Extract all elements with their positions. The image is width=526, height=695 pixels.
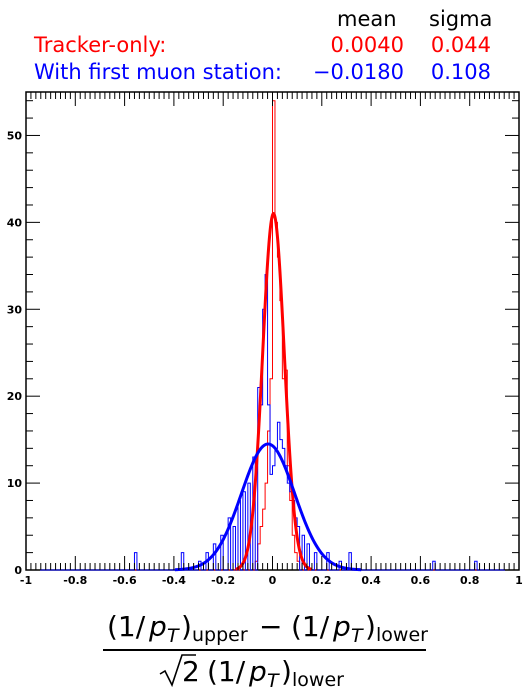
x-tick-label: 0.6	[411, 574, 431, 587]
x-tick-label: 1	[515, 574, 523, 587]
x-label-den-p: p	[249, 655, 267, 688]
x-label-num2-close: )	[365, 610, 376, 643]
x-label-num2-p: p	[333, 610, 351, 643]
histogram-muon-station	[26, 274, 519, 571]
x-label-lower-num: lower	[376, 624, 428, 646]
x-label-lower-den: lower	[292, 669, 344, 691]
x-label-minus: −	[259, 610, 283, 643]
sqrt-sign	[159, 654, 196, 688]
x-tick-label: -1	[20, 574, 32, 587]
x-label-den-open: (1/	[207, 655, 246, 688]
legend-tracker-sigma: 0.044	[430, 33, 491, 57]
x-label-den-2: 2	[182, 655, 200, 688]
legend-tracker-mean: 0.0040	[330, 33, 404, 57]
x-label-num2-open: (1/	[291, 610, 330, 643]
legend-header-sigma: sigma	[429, 7, 493, 31]
histogram-layer	[26, 100, 519, 571]
legend-muon-sigma: 0.108	[430, 60, 491, 84]
y-tick-label: 50	[7, 129, 23, 142]
y-tick-label: 20	[7, 390, 23, 403]
fit-curve-tracker-only	[235, 211, 312, 571]
x-tick-label: 0.2	[312, 574, 332, 587]
x-tick-label: 0.8	[460, 574, 480, 587]
x-label-num-T: T	[167, 625, 179, 647]
x-label-num-open: (1/	[107, 610, 146, 643]
x-tick-label: 0.4	[361, 574, 381, 587]
fraction-bar	[103, 649, 426, 651]
x-axis-label: (1/ p T ) upper − (1/ p T ) lower 2 (1/ …	[0, 600, 526, 695]
fit-curve-muon-station	[174, 442, 362, 572]
x-label-upper: upper	[192, 624, 248, 646]
legend-tracker-label: Tracker-only:	[34, 33, 167, 57]
y-tick-label: 40	[7, 216, 23, 229]
x-label-num2-T: T	[351, 625, 363, 647]
fit-layer	[174, 211, 362, 572]
fit-legend: mean sigma Tracker-only: 0.0040 0.044 Wi…	[0, 0, 526, 92]
x-tick-label: 0	[269, 574, 277, 587]
legend-muon-label: With first muon station:	[34, 60, 283, 84]
x-tick-label: -0.8	[63, 574, 87, 587]
histogram-chart: -1 -0.8 -0.6 -0.4 -0.2 0 0.2 0.4 0.6 0.8 101020304…	[7, 91, 523, 587]
legend-muon-mean: −0.0180	[312, 60, 404, 84]
x-label-num-p: p	[149, 610, 167, 643]
y-tick-label: 0	[14, 564, 22, 577]
x-label-den-close: )	[281, 655, 292, 688]
y-tick-label: 30	[7, 303, 23, 316]
axis-layer: -1 -0.8 -0.6 -0.4 -0.2 0 0.2 0.4 0.6 0.8 101020304…	[7, 92, 523, 587]
x-label-num-close: )	[181, 610, 192, 643]
x-tick-label: -0.2	[211, 574, 235, 587]
histogram-tracker-only	[26, 100, 519, 571]
x-tick-label: -0.4	[162, 574, 186, 587]
x-tick-label: -0.6	[113, 574, 137, 587]
x-label-den-T: T	[267, 670, 279, 692]
y-tick-label: 10	[7, 477, 23, 490]
legend-header-mean: mean	[337, 7, 397, 31]
